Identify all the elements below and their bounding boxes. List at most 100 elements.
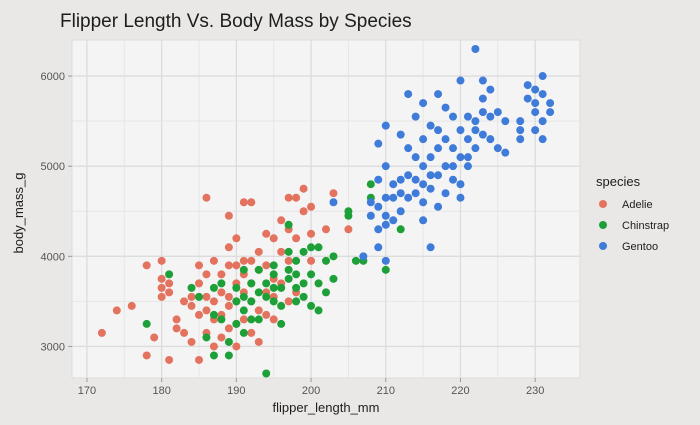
data-point-adelie [150, 333, 159, 342]
legend-label-gentoo: Gentoo [622, 241, 658, 253]
data-point-adelie [187, 337, 196, 346]
x-tick-label: 190 [227, 385, 245, 397]
data-point-adelie [224, 324, 233, 333]
data-point-chinstrap [307, 243, 316, 252]
data-point-gentoo [486, 85, 495, 94]
data-point-gentoo [538, 72, 547, 81]
data-point-gentoo [381, 220, 390, 229]
data-point-adelie [239, 315, 248, 324]
data-point-adelie [307, 256, 316, 265]
data-point-gentoo [463, 162, 472, 171]
legend-key-chinstrap [599, 221, 607, 229]
data-point-chinstrap [284, 265, 293, 274]
data-point-gentoo [426, 184, 435, 193]
data-point-adelie [202, 193, 211, 202]
data-point-chinstrap [209, 351, 218, 360]
data-point-gentoo [463, 153, 472, 162]
data-point-gentoo [493, 108, 502, 117]
data-point-chinstrap [322, 256, 330, 265]
legend: species Adelie Chinstrap Gentoo [596, 174, 669, 253]
data-point-chinstrap [247, 315, 256, 324]
data-point-chinstrap [314, 306, 323, 315]
data-point-chinstrap [239, 292, 248, 301]
data-point-chinstrap [262, 369, 271, 378]
data-point-adelie [157, 256, 166, 265]
data-point-chinstrap [262, 292, 271, 301]
data-point-chinstrap [232, 283, 241, 292]
data-point-chinstrap [292, 297, 301, 306]
data-point-adelie [112, 306, 121, 315]
data-point-gentoo [441, 103, 450, 112]
data-point-adelie [232, 234, 241, 243]
data-point-adelie [344, 225, 353, 234]
data-point-gentoo [411, 112, 420, 121]
data-point-gentoo [374, 139, 383, 148]
data-point-adelie [172, 324, 181, 333]
data-point-chinstrap [232, 297, 241, 306]
data-point-chinstrap [299, 279, 308, 288]
data-point-gentoo [531, 108, 540, 117]
data-point-adelie [247, 198, 256, 207]
data-point-adelie [165, 279, 174, 288]
data-point-chinstrap [247, 297, 256, 306]
data-point-gentoo [478, 130, 487, 139]
data-point-chinstrap [329, 274, 338, 283]
legend-label-adelie: Adelie [622, 199, 653, 211]
data-point-gentoo [486, 112, 495, 121]
data-point-gentoo [389, 180, 398, 189]
data-point-gentoo [381, 162, 390, 171]
data-point-gentoo [374, 175, 383, 184]
data-point-chinstrap [299, 292, 308, 301]
data-point-gentoo [419, 162, 428, 171]
data-point-gentoo [456, 180, 465, 189]
data-point-gentoo [441, 189, 450, 198]
data-point-adelie [224, 211, 233, 220]
data-point-adelie [292, 193, 301, 202]
data-point-gentoo [396, 189, 405, 198]
data-point-chinstrap [284, 274, 293, 283]
plot-panel [71, 39, 581, 379]
data-point-chinstrap [269, 261, 278, 270]
data-point-chinstrap [277, 319, 286, 328]
data-point-adelie [157, 274, 166, 283]
x-axis-ticks: 170 180 190 200 210 220 230 [78, 378, 544, 397]
data-point-gentoo [463, 135, 472, 144]
data-point-chinstrap [292, 256, 301, 265]
data-point-chinstrap [351, 256, 360, 265]
data-point-gentoo [381, 121, 390, 130]
data-point-chinstrap [366, 180, 375, 189]
x-tick-label: 210 [377, 385, 395, 397]
data-point-chinstrap [284, 220, 293, 229]
data-point-gentoo [434, 171, 443, 180]
data-point-adelie [209, 256, 218, 265]
data-point-gentoo [329, 198, 338, 207]
data-point-adelie [292, 234, 301, 243]
data-point-gentoo [404, 193, 413, 202]
data-point-gentoo [478, 94, 487, 103]
data-point-adelie [284, 297, 293, 306]
data-point-gentoo [374, 202, 383, 211]
data-point-gentoo [441, 162, 450, 171]
data-point-adelie [269, 234, 278, 243]
data-point-chinstrap [247, 279, 256, 288]
data-point-adelie [172, 315, 181, 324]
data-point-gentoo [366, 211, 375, 220]
data-point-adelie [187, 301, 196, 310]
data-point-adelie [224, 292, 233, 301]
data-point-chinstrap [314, 243, 323, 252]
data-point-adelie [254, 306, 263, 315]
data-point-adelie [157, 283, 166, 292]
data-point-adelie [322, 225, 330, 234]
data-point-chinstrap [269, 297, 278, 306]
data-point-adelie [262, 310, 271, 319]
data-point-gentoo [389, 216, 398, 225]
data-point-adelie [277, 216, 286, 225]
data-point-gentoo [404, 90, 413, 99]
data-point-adelie [97, 328, 106, 337]
grid-lines [72, 40, 580, 378]
data-point-chinstrap [202, 333, 211, 342]
y-axis-title: body_mass_g [11, 173, 26, 254]
data-point-adelie [262, 229, 271, 238]
data-point-chinstrap [344, 207, 353, 216]
data-point-chinstrap [254, 315, 263, 324]
